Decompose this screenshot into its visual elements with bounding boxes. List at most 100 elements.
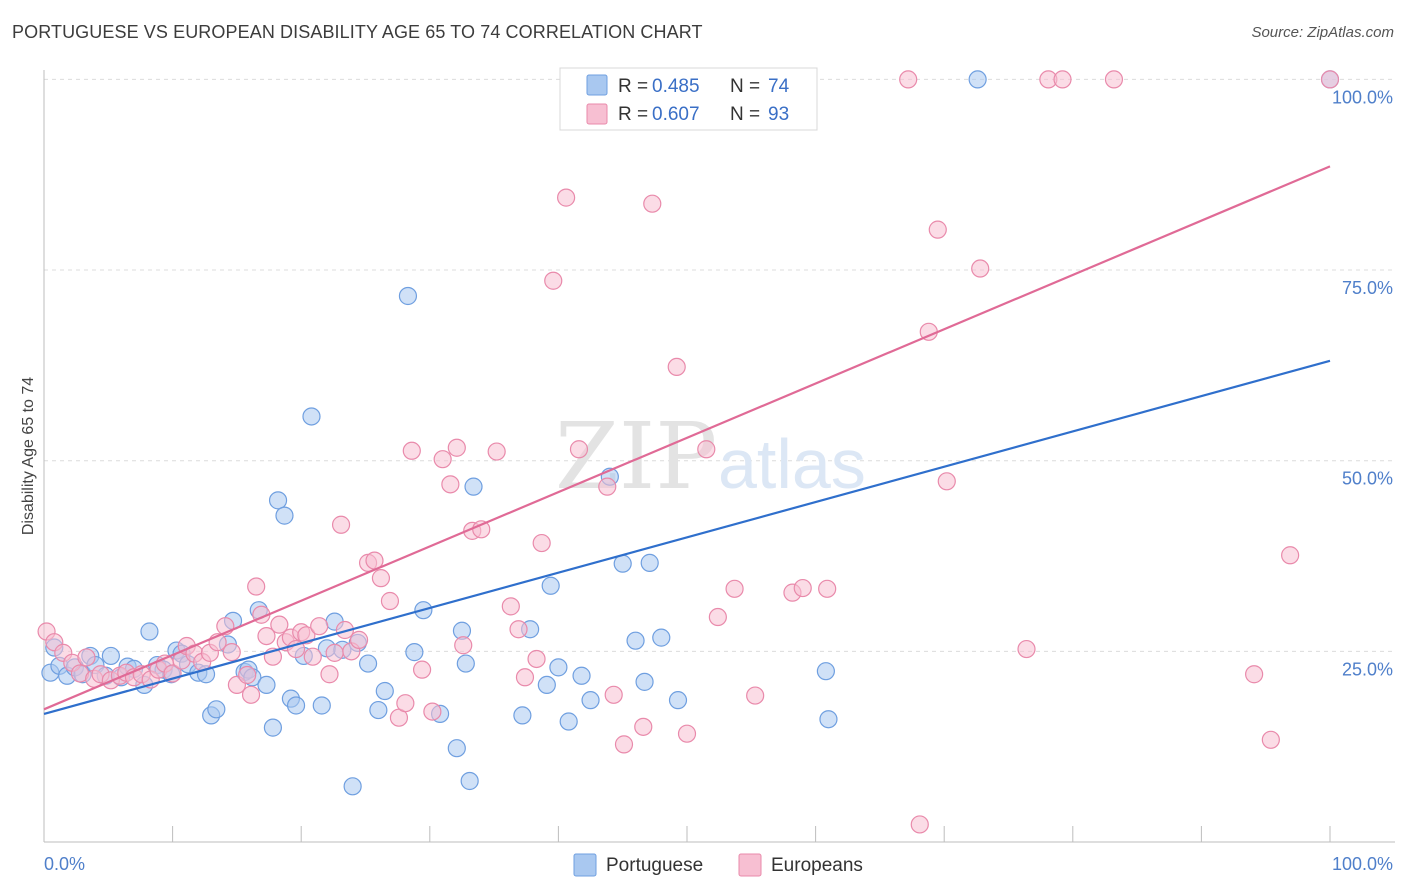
stats-r-label-portuguese: R = bbox=[618, 76, 648, 97]
trend-layer bbox=[43, 165, 1331, 715]
data-point-europeans bbox=[433, 450, 452, 469]
data-point-europeans bbox=[643, 194, 662, 213]
data-point-portuguese bbox=[286, 696, 306, 715]
data-point-portuguese bbox=[405, 643, 424, 662]
data-point-europeans bbox=[544, 271, 563, 290]
data-point-europeans bbox=[937, 472, 956, 491]
y-axis-title: Disability Age 65 to 74 bbox=[20, 377, 37, 535]
x-tick-label-max: 100.0% bbox=[1332, 854, 1393, 874]
data-point-portuguese bbox=[541, 576, 560, 595]
data-point-europeans bbox=[441, 475, 460, 494]
data-point-portuguese bbox=[140, 622, 159, 641]
data-point-portuguese bbox=[819, 710, 838, 729]
data-point-europeans bbox=[910, 815, 929, 834]
data-point-europeans bbox=[303, 647, 322, 666]
data-point-portuguese bbox=[312, 696, 331, 715]
trend-line-portuguese bbox=[43, 359, 1331, 715]
data-point-portuguese bbox=[559, 712, 578, 731]
data-point-portuguese bbox=[652, 628, 671, 647]
data-point-europeans bbox=[697, 440, 716, 459]
data-point-portuguese bbox=[358, 654, 378, 673]
legend-label-europeans: Europeans bbox=[771, 855, 863, 876]
data-point-europeans bbox=[1017, 639, 1036, 659]
data-point-europeans bbox=[509, 620, 528, 639]
data-point-portuguese bbox=[398, 286, 418, 306]
watermark-atlas: atlas bbox=[718, 425, 866, 503]
data-point-europeans bbox=[349, 630, 369, 650]
data-point-europeans bbox=[614, 735, 634, 754]
data-point-europeans bbox=[77, 648, 96, 667]
x-tick-label-min: 0.0% bbox=[44, 854, 85, 874]
legend-label-portuguese: Portuguese bbox=[606, 855, 703, 876]
chart-source: Source: ZipAtlas.com bbox=[1251, 24, 1394, 41]
stats-r-value-portuguese: 0.485 bbox=[652, 76, 700, 97]
chart-title: PORTUGUESE VS EUROPEAN DISABILITY AGE 65… bbox=[12, 22, 703, 42]
data-point-europeans bbox=[515, 668, 535, 687]
data-point-europeans bbox=[270, 615, 289, 634]
data-point-europeans bbox=[604, 685, 623, 704]
data-point-europeans bbox=[677, 724, 697, 743]
y-tick-label-75: 75.0% bbox=[1342, 278, 1393, 298]
data-point-portuguese bbox=[343, 777, 362, 796]
data-point-portuguese bbox=[263, 718, 283, 737]
data-point-europeans bbox=[1104, 70, 1124, 89]
data-point-europeans bbox=[1320, 70, 1340, 89]
data-point-europeans bbox=[454, 636, 473, 655]
data-point-portuguese bbox=[460, 771, 479, 791]
data-point-portuguese bbox=[537, 675, 556, 695]
stats-r-value-europeans: 0.607 bbox=[652, 104, 700, 125]
data-point-europeans bbox=[818, 579, 837, 598]
legend-swatch-portuguese bbox=[573, 853, 597, 877]
data-point-europeans bbox=[325, 643, 344, 662]
data-point-europeans bbox=[634, 717, 653, 736]
data-point-europeans bbox=[899, 70, 918, 89]
x-ticks bbox=[43, 826, 1331, 842]
data-point-portuguese bbox=[456, 654, 475, 673]
data-point-portuguese bbox=[816, 662, 835, 681]
data-point-portuguese bbox=[275, 506, 294, 525]
stats-n-label-portuguese: N = bbox=[730, 76, 760, 97]
stats-n-label-europeans: N = bbox=[730, 104, 760, 125]
series-layer bbox=[37, 70, 1340, 834]
data-point-portuguese bbox=[207, 700, 226, 719]
stats-n-value-portuguese: 74 bbox=[768, 76, 790, 97]
data-point-europeans bbox=[708, 607, 727, 627]
y-tick-label-50: 50.0% bbox=[1342, 469, 1393, 489]
data-point-europeans bbox=[331, 515, 351, 534]
data-point-europeans bbox=[598, 477, 617, 496]
stats-r-label-europeans: R = bbox=[618, 104, 648, 125]
data-point-europeans bbox=[371, 569, 391, 588]
legend-swatch-europeans bbox=[738, 853, 762, 877]
data-point-europeans bbox=[241, 685, 261, 704]
data-point-europeans bbox=[487, 442, 506, 461]
data-point-europeans bbox=[257, 626, 276, 646]
data-point-europeans bbox=[412, 660, 432, 679]
data-point-portuguese bbox=[464, 477, 483, 496]
data-point-europeans bbox=[247, 577, 266, 596]
stats-n-value-europeans: 93 bbox=[768, 104, 789, 125]
data-point-europeans bbox=[1245, 665, 1264, 684]
data-point-europeans bbox=[527, 649, 546, 669]
data-point-europeans bbox=[1053, 70, 1072, 89]
data-point-portuguese bbox=[268, 491, 288, 510]
data-point-portuguese bbox=[668, 691, 688, 710]
data-point-portuguese bbox=[302, 407, 321, 426]
y-tick-label-100: 100.0% bbox=[1332, 87, 1393, 107]
stats-legend: R = 0.485 N = 74 R = 0.607 N = 93 bbox=[559, 67, 818, 131]
data-point-europeans bbox=[557, 188, 576, 207]
data-point-europeans bbox=[472, 520, 491, 539]
data-point-europeans bbox=[971, 259, 990, 278]
data-point-europeans bbox=[569, 440, 589, 459]
data-point-portuguese bbox=[581, 691, 600, 710]
data-point-europeans bbox=[928, 220, 947, 239]
data-point-europeans bbox=[423, 702, 442, 721]
data-point-portuguese bbox=[968, 70, 987, 89]
data-point-europeans bbox=[532, 533, 551, 553]
data-point-europeans bbox=[1261, 730, 1280, 749]
data-point-portuguese bbox=[640, 553, 659, 572]
data-point-europeans bbox=[501, 597, 520, 616]
data-point-portuguese bbox=[513, 706, 532, 725]
data-point-portuguese bbox=[549, 658, 568, 677]
data-point-portuguese bbox=[375, 681, 394, 701]
